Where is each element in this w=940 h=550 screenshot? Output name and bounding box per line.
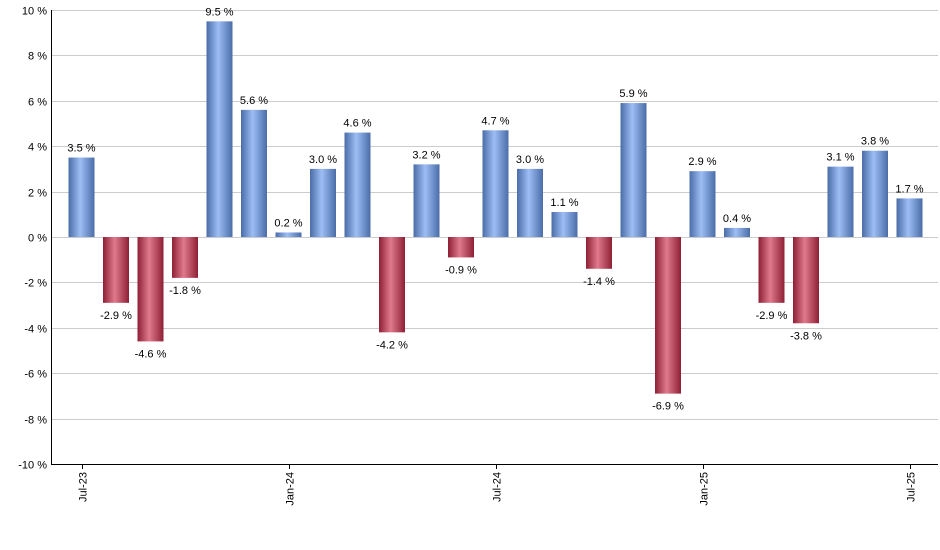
y-tick-label: 4 % [28,142,47,154]
bar-Feb-24 [310,168,336,237]
axes [51,10,938,469]
bar-Apr-25 [793,237,819,324]
data-label-Oct-24: -1.4 % [583,276,615,288]
bar-Sep-23 [137,237,164,342]
bar-Sep-24 [551,212,578,237]
data-labels: 3.5 % -2.9 % -4.6 % -1.8 % 9.5 % 5.6 % 0.2 % 3.… [67,6,923,412]
bar-Oct-24 [586,237,612,269]
data-label-Jun-25: 3.8 % [861,136,889,148]
bar-May-25 [827,166,854,237]
bar-Dec-23 [241,109,267,237]
bar-Aug-23 [103,237,129,303]
data-label-Feb-24: 3.0 % [309,154,337,166]
data-label-Sep-23: -4.6 % [135,348,167,360]
bar-Jan-25 [689,171,716,237]
y-tick-label: -6 % [24,369,47,381]
x-tick-label: Jul-24 [492,472,504,502]
bar-Jun-24 [448,237,474,258]
data-label-Aug-23: -2.9 % [100,310,132,322]
bar-Nov-24 [620,103,647,237]
bar-Mar-24 [344,132,371,237]
bar-Aug-24 [517,168,543,237]
data-label-Oct-23: -1.8 % [169,285,201,297]
bars [68,21,923,394]
data-label-Jun-24: -0.9 % [445,264,477,276]
x-axis-tick-labels: Jul-23 Jan-24 Jul-24 Jan-25 Jul-25 [78,472,918,506]
y-tick-label: -10 % [18,460,47,472]
bar-Jul-25 [896,198,923,237]
y-tick-label: 2 % [28,188,47,200]
bar-Oct-23 [172,237,198,278]
data-label-Mar-24: 4.6 % [343,118,371,130]
y-tick-label: 0 % [28,233,47,245]
data-label-Jan-24: 0.2 % [274,217,302,229]
bar-Jul-23 [68,157,95,237]
data-label-Sep-24: 1.1 % [550,197,578,209]
bar-Nov-23 [206,21,233,237]
y-tick-label: -8 % [24,415,47,427]
y-tick-label: -4 % [24,324,47,336]
data-label-Aug-24: 3.0 % [516,154,544,166]
data-label-Dec-24: -6.9 % [652,401,684,413]
x-tick-label: Jan-25 [699,472,711,506]
data-label-May-25: 3.1 % [826,152,854,164]
bar-Jul-24 [482,130,509,237]
x-tick-label: Jul-23 [78,472,90,502]
data-label-Apr-25: -3.8 % [790,330,822,342]
bar-Feb-25 [724,227,750,237]
bar-Apr-24 [379,237,405,333]
y-tick-label: -2 % [24,278,47,290]
bar-Dec-24 [655,237,681,394]
data-label-Jul-25: 1.7 % [895,183,923,195]
bar-Jun-25 [862,150,888,237]
y-tick-label: 6 % [28,97,47,109]
data-label-Dec-23: 5.6 % [240,95,268,107]
x-tick-label: Jan-24 [285,472,297,506]
data-label-Jul-23: 3.5 % [67,143,95,155]
data-label-Jul-24: 4.7 % [481,115,509,127]
y-tick-label: 10 % [22,6,47,18]
x-tick-label: Jul-25 [906,472,918,502]
bar-May-24 [413,164,440,237]
y-tick-label: 8 % [28,51,47,63]
bar-Mar-25 [758,237,785,303]
data-label-Nov-24: 5.9 % [619,88,647,100]
data-label-Feb-25: 0.4 % [723,213,751,225]
data-label-Nov-23: 9.5 % [205,6,233,18]
data-label-May-24: 3.2 % [412,149,440,161]
data-label-Jan-25: 2.9 % [688,156,716,168]
data-label-Apr-24: -4.2 % [376,339,408,351]
y-axis-tick-labels: 10 % 8 % 6 % 4 % 2 % 0 % -2 % -4 % -6 % -8 % -10 % [18,6,47,472]
data-label-Mar-25: -2.9 % [756,310,788,322]
bar-Jan-24 [275,232,302,237]
